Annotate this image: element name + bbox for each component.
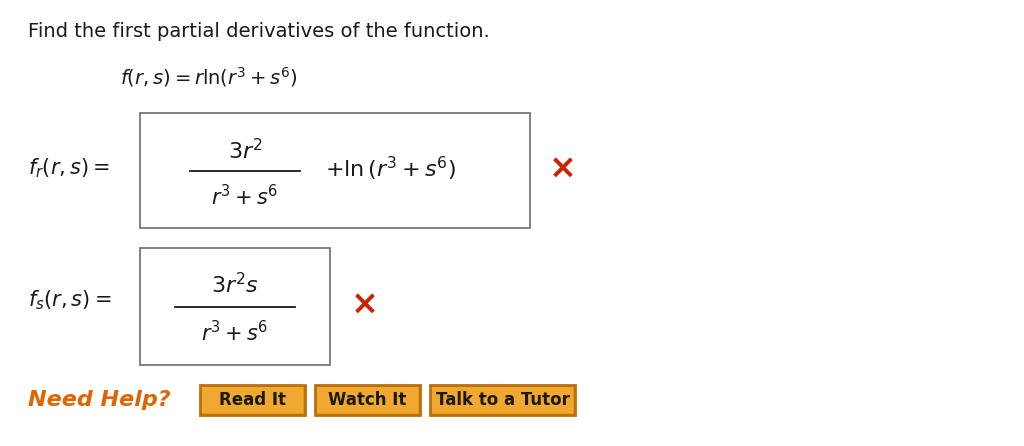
Text: $\mathbf{\times}$: $\mathbf{\times}$ [548, 152, 573, 185]
Text: $f_r(r, s) =$: $f_r(r, s) =$ [28, 156, 110, 180]
FancyBboxPatch shape [432, 387, 573, 413]
Text: Talk to a Tutor: Talk to a Tutor [435, 391, 569, 409]
FancyBboxPatch shape [430, 385, 575, 415]
Text: $\mathbf{\times}$: $\mathbf{\times}$ [350, 288, 376, 321]
Text: Need Help?: Need Help? [28, 390, 171, 410]
FancyBboxPatch shape [202, 387, 303, 413]
FancyBboxPatch shape [200, 385, 305, 415]
Text: $3r^2s$: $3r^2s$ [211, 272, 259, 297]
Text: $3r^2$: $3r^2$ [227, 138, 262, 163]
Text: $r^3 + s^6$: $r^3 + s^6$ [202, 320, 268, 345]
Text: Find the first partial derivatives of the function.: Find the first partial derivatives of th… [28, 22, 489, 41]
Text: Watch It: Watch It [329, 391, 407, 409]
Text: $+ \ln\left(r^3 + s^6\right)$: $+ \ln\left(r^3 + s^6\right)$ [325, 154, 456, 182]
FancyBboxPatch shape [315, 385, 420, 415]
FancyBboxPatch shape [140, 113, 530, 228]
FancyBboxPatch shape [317, 387, 418, 413]
Text: Read It: Read It [219, 391, 286, 409]
FancyBboxPatch shape [140, 248, 330, 365]
Text: $f(r, s) = r \ln(r^3 + s^6)$: $f(r, s) = r \ln(r^3 + s^6)$ [120, 65, 298, 89]
Text: $f_s(r, s) =$: $f_s(r, s) =$ [28, 288, 112, 312]
Text: $r^3 + s^6$: $r^3 + s^6$ [211, 184, 279, 209]
